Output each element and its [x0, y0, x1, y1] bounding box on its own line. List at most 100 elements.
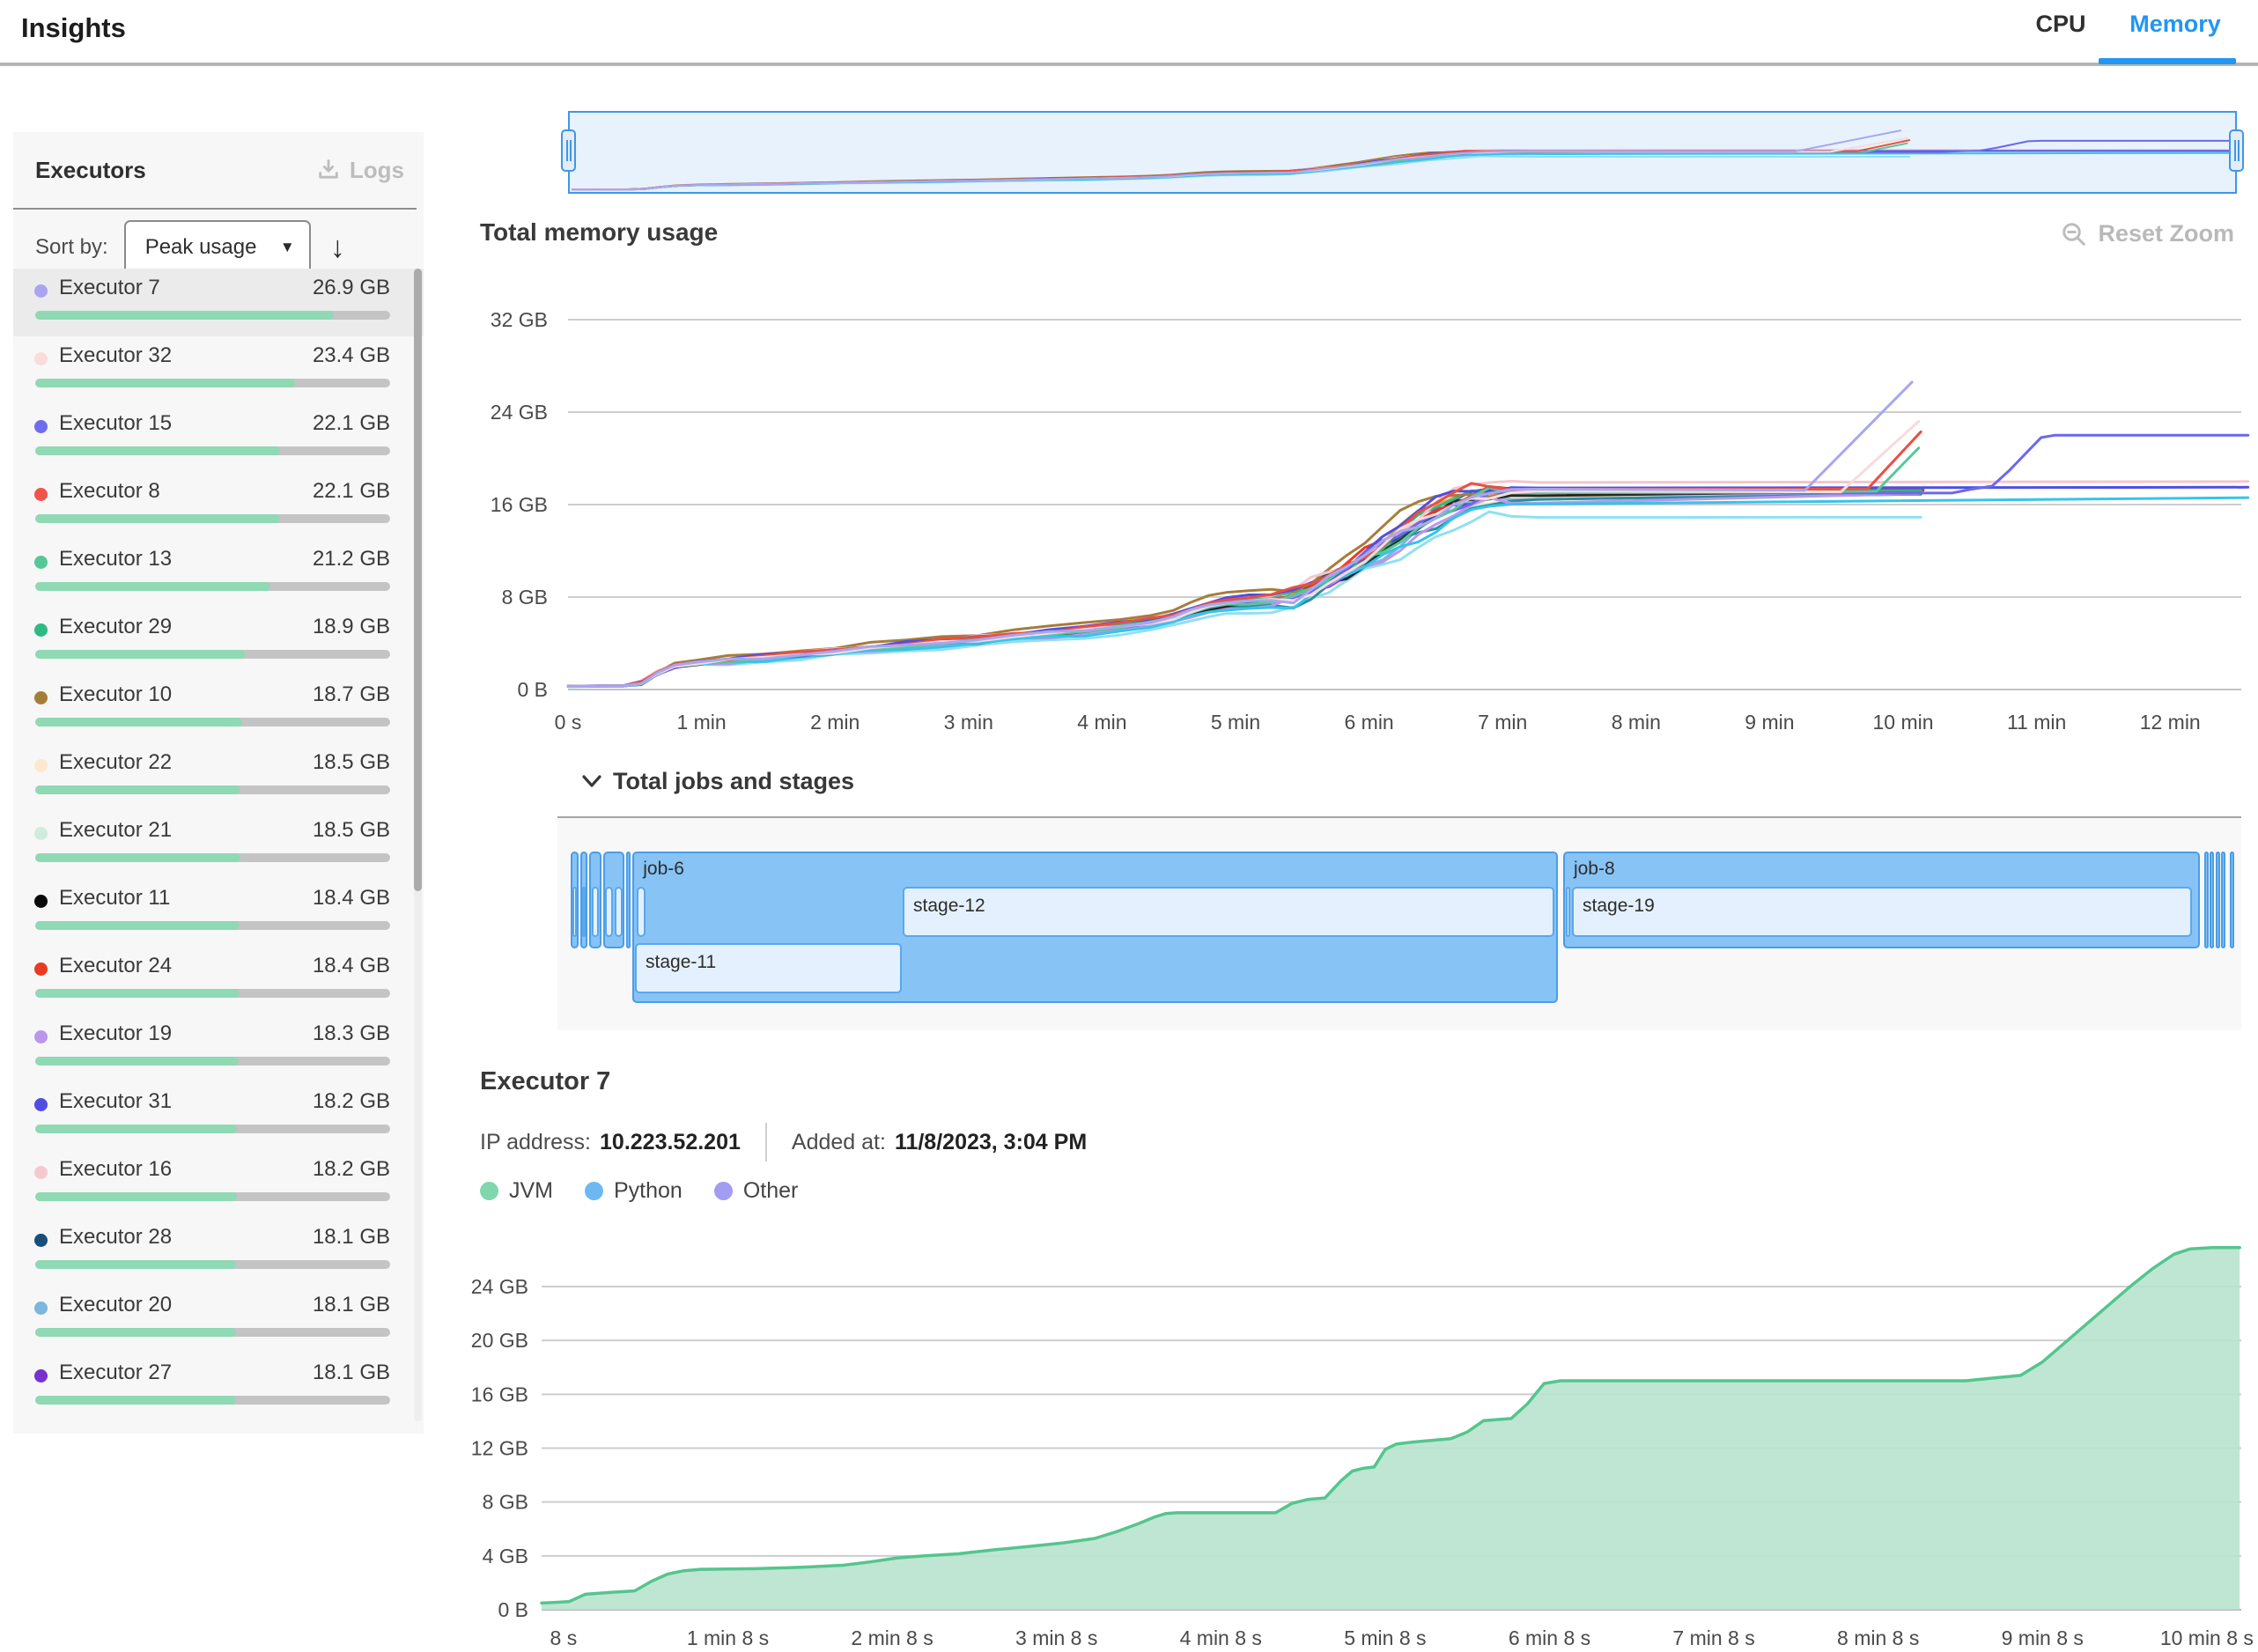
reset-zoom-button[interactable]: Reset Zoom — [2061, 220, 2234, 247]
executor-list-item[interactable]: Executor 13 21.2 GB — [13, 540, 424, 608]
svg-text:4 min: 4 min — [1077, 711, 1126, 734]
executors-panel-header: Executors Logs — [13, 132, 424, 208]
stage-bar[interactable] — [615, 887, 623, 937]
zoom-brush-chart[interactable] — [568, 111, 2237, 194]
job-bar[interactable] — [2229, 852, 2234, 948]
executor-list-item[interactable]: Executor 22 18.5 GB — [13, 743, 424, 811]
meta-divider — [764, 1123, 767, 1162]
executor-color-dot — [34, 1098, 48, 1111]
executor-color-dot — [34, 1166, 48, 1179]
job-bar[interactable] — [625, 852, 631, 948]
svg-text:8 min 8 s: 8 min 8 s — [1837, 1626, 1919, 1649]
svg-text:1 min 8 s: 1 min 8 s — [687, 1626, 769, 1649]
svg-text:11 min: 11 min — [2007, 711, 2066, 734]
scrollbar-thumb[interactable] — [414, 269, 422, 891]
svg-text:12 min: 12 min — [2140, 711, 2201, 734]
header-divider — [0, 63, 2258, 66]
jobs-stages-header[interactable]: Total jobs and stages — [581, 768, 854, 795]
stage-bar-stage-19[interactable]: stage-19 — [1572, 887, 2193, 937]
executor-color-dot — [34, 895, 48, 908]
stage-bar[interactable] — [581, 887, 587, 937]
panel-separator — [13, 208, 417, 210]
executor-list-item[interactable]: Executor 7 26.9 GB — [13, 269, 424, 336]
job-bar[interactable] — [2220, 852, 2225, 948]
stage-bar[interactable] — [572, 887, 577, 937]
job-label: job-8 — [1573, 859, 1615, 879]
tab-memory[interactable]: Memory — [2129, 11, 2221, 37]
executor-list-item[interactable]: Executor 19 18.3 GB — [13, 1014, 424, 1082]
reset-zoom-label: Reset Zoom — [2098, 220, 2234, 247]
sort-select[interactable]: Peak usage ▼ — [123, 220, 311, 275]
executor-list-item[interactable]: Executor 15 22.1 GB — [13, 404, 424, 472]
executor-list-item[interactable]: Executor 16 18.2 GB — [13, 1150, 424, 1218]
added-at-value: 11/8/2023, 3:04 PM — [894, 1129, 1088, 1154]
stage-bar[interactable] — [604, 887, 614, 937]
executor-usage-bar — [35, 650, 390, 659]
chevron-down-icon — [582, 774, 601, 787]
executor-list-item[interactable]: Executor 10 18.7 GB — [13, 675, 424, 743]
executor-usage-bar — [35, 379, 390, 387]
svg-text:24 GB: 24 GB — [471, 1275, 528, 1298]
executor-name: Executor 20 — [59, 1293, 173, 1316]
jvm-legend-dot — [480, 1182, 498, 1200]
executor-name: Executor 15 — [59, 411, 173, 435]
logs-button[interactable]: Logs — [316, 157, 404, 184]
executor-color-dot — [34, 1369, 48, 1383]
svg-text:8 GB: 8 GB — [483, 1491, 528, 1514]
executor-name: Executor 11 — [59, 886, 171, 910]
total-memory-title: Total memory usage — [480, 218, 719, 246]
executor-list-item[interactable]: Executor 32 23.4 GB — [13, 336, 424, 404]
executor-list-item[interactable]: Executor 8 22.1 GB — [13, 472, 424, 540]
job-bar[interactable] — [2204, 852, 2210, 948]
other-legend-dot — [713, 1182, 733, 1200]
executor-color-dot — [34, 1030, 48, 1044]
scrollbar-track[interactable] — [414, 269, 422, 1421]
svg-text:9 min 8 s: 9 min 8 s — [2002, 1626, 2084, 1649]
python-legend-label: Python — [614, 1178, 683, 1203]
executor-name: Executor 10 — [59, 682, 173, 706]
executor-list-item[interactable]: Executor 11 18.4 GB — [13, 879, 424, 947]
executor-list-item[interactable]: Executor 21 18.5 GB — [13, 811, 424, 879]
executor-list-item[interactable]: Executor 24 18.4 GB — [13, 947, 424, 1014]
svg-text:12 GB: 12 GB — [471, 1436, 528, 1459]
sort-direction-descending-icon[interactable]: ↓ — [329, 231, 345, 264]
executor-name: Executor 29 — [59, 615, 173, 638]
job-bar[interactable] — [2215, 852, 2220, 948]
stage-bar[interactable] — [591, 887, 600, 937]
executor-color-dot — [34, 962, 48, 976]
executor-list-item[interactable]: Executor 20 18.1 GB — [13, 1286, 424, 1353]
stage-bar[interactable] — [1565, 887, 1571, 937]
executor-color-dot — [34, 1302, 48, 1315]
svg-text:3 min 8 s: 3 min 8 s — [1015, 1626, 1097, 1649]
executor-usage-bar — [35, 1260, 390, 1269]
executor-peak-value: 18.4 GB — [312, 886, 390, 910]
executor-list-item[interactable]: Executor 27 18.1 GB — [13, 1353, 424, 1421]
svg-text:5 min: 5 min — [1211, 711, 1260, 734]
executor-peak-value: 23.4 GB — [312, 343, 390, 367]
stage-bar-stage-11[interactable]: stage-11 — [635, 943, 902, 993]
stage-bar-stage-12[interactable]: stage-12 — [903, 887, 1554, 937]
executor-peak-value: 18.2 GB — [312, 1089, 390, 1113]
executor-name: Executor 24 — [59, 954, 173, 977]
executor-list-item[interactable]: Executor 29 18.9 GB — [13, 608, 424, 675]
tab-cpu[interactable]: CPU — [2035, 11, 2086, 37]
jobs-stages-title: Total jobs and stages — [613, 768, 855, 794]
download-icon — [319, 159, 338, 179]
executor-detail-title: Executor 7 — [480, 1067, 611, 1095]
zoom-out-icon — [2062, 222, 2086, 246]
brush-handle-right[interactable] — [2229, 129, 2244, 172]
added-at-label: Added at: — [791, 1129, 886, 1154]
executor-list-item[interactable]: Executor 31 18.2 GB — [13, 1082, 424, 1150]
job-bar[interactable] — [2210, 852, 2215, 948]
sort-row: Sort by: Peak usage ▼ ↓ — [13, 220, 424, 275]
active-tab-underline — [2099, 58, 2236, 64]
executor-list-item[interactable]: Executor 28 18.1 GB — [13, 1218, 424, 1286]
svg-text:10 min 8 s: 10 min 8 s — [2160, 1626, 2254, 1649]
brush-handle-left[interactable] — [561, 129, 576, 172]
stage-bar[interactable] — [637, 887, 646, 937]
svg-text:8 min: 8 min — [1612, 711, 1661, 734]
svg-text:2 min: 2 min — [810, 711, 860, 734]
legend-item-jvm: JVM — [480, 1178, 553, 1204]
executor-name: Executor 28 — [59, 1225, 173, 1249]
legend-item-python: Python — [585, 1178, 683, 1204]
